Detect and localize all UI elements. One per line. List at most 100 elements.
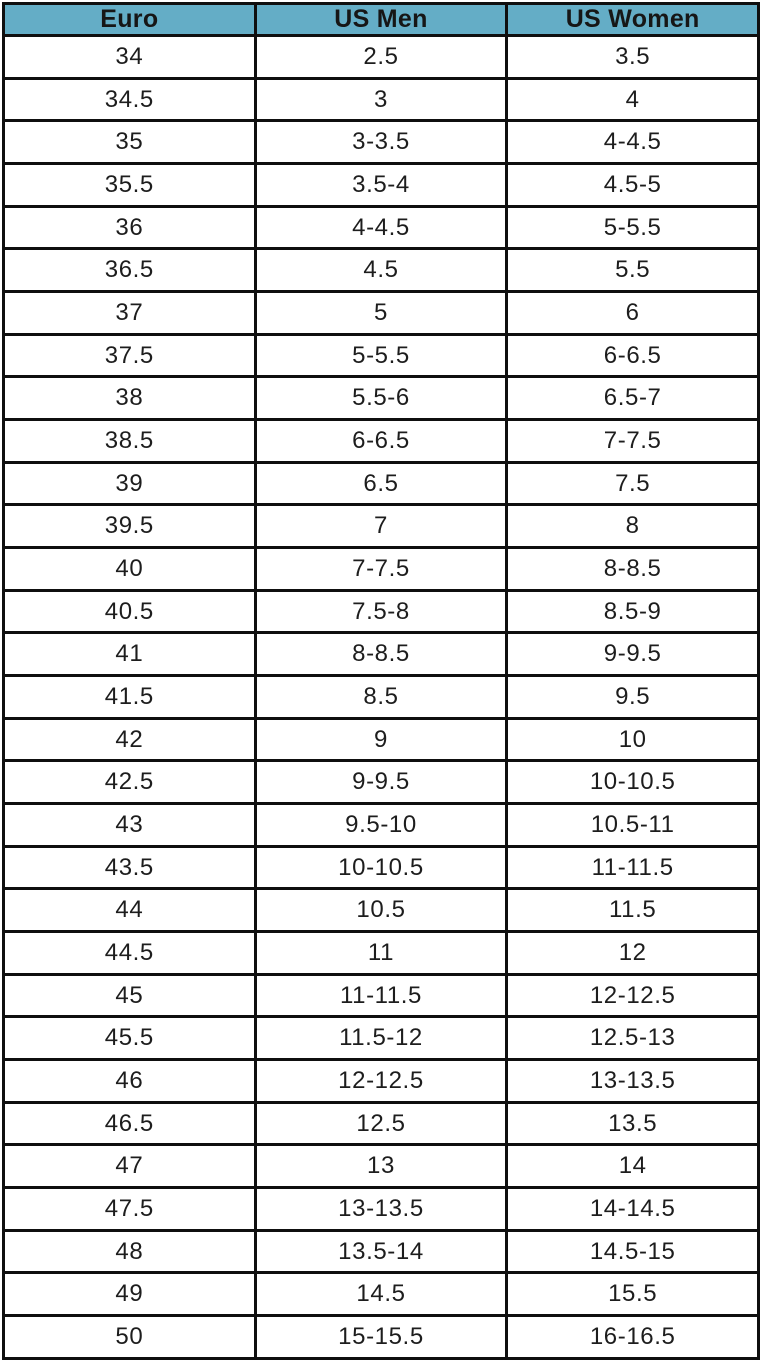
table-row: 43 9.5-10 10.5-11: [2, 802, 760, 848]
table-cell-us-women: 11-11.5: [505, 844, 760, 891]
table-cell-us-men: 5-5.5: [253, 332, 509, 379]
table-cell-us-women: 9.5: [505, 674, 760, 720]
table-row: 46.5 12.5 13.5: [2, 1100, 760, 1147]
table-cell-us-men: 14.5: [253, 1271, 509, 1318]
table-row: 46 12-12.5 13-13.5: [2, 1058, 760, 1104]
table-cell-us-men: 6.5: [253, 460, 509, 507]
column-header-us-women: US Women: [505, 2, 760, 37]
table-cell-euro: 41: [2, 631, 257, 678]
table-cell-euro: 46.5: [2, 1100, 257, 1147]
table-cell-euro: 45: [2, 972, 257, 1019]
table-cell-us-women: 14-14.5: [505, 1186, 760, 1232]
table-cell-us-women: 15.5: [505, 1271, 760, 1318]
table-row: 45 11-11.5 12-12.5: [2, 972, 760, 1019]
table-cell-us-women: 10.5-11: [505, 802, 760, 848]
table-cell-euro: 50: [2, 1314, 257, 1360]
table-cell-us-women: 9-9.5: [505, 631, 760, 678]
table-cell-us-men: 7.5-8: [253, 588, 509, 635]
table-row: 50 15-15.5 16-16.5: [2, 1314, 760, 1360]
table-cell-us-men: 5.5-6: [253, 375, 509, 422]
table-cell-us-women: 12-12.5: [505, 972, 760, 1019]
table-row: 44 10.5 11.5: [2, 887, 760, 934]
table-cell-us-women: 13-13.5: [505, 1058, 760, 1104]
table-row: 39 6.5 7.5: [2, 460, 760, 507]
table-cell-us-men: 15-15.5: [253, 1314, 509, 1360]
table-row: 47 13 14: [2, 1143, 760, 1190]
table-row: 35 3-3.5 4-4.5: [2, 119, 760, 166]
table-cell-us-men: 4-4.5: [253, 204, 509, 251]
table-cell-us-men: 5: [253, 290, 509, 336]
table-cell-us-men: 7: [253, 503, 509, 550]
table-row: 34 2.5 3.5: [2, 34, 760, 80]
table-cell-euro: 40: [2, 546, 257, 592]
table-cell-us-women: 8.5-9: [505, 588, 760, 635]
table-cell-euro: 39.5: [2, 503, 257, 550]
table-cell-us-women: 6.5-7: [505, 375, 760, 422]
table-cell-us-men: 3: [253, 76, 509, 123]
table-cell-euro: 45.5: [2, 1015, 257, 1062]
table-cell-euro: 44.5: [2, 930, 257, 976]
table-cell-us-women: 14.5-15: [505, 1228, 760, 1275]
table-cell-us-women: 6-6.5: [505, 332, 760, 379]
table-cell-us-men: 8.5: [253, 674, 509, 720]
table-row: 40.5 7.5-8 8.5-9: [2, 588, 760, 635]
table-row: 47.5 13-13.5 14-14.5: [2, 1186, 760, 1232]
table-cell-euro: 42.5: [2, 759, 257, 806]
table-cell-euro: 36: [2, 204, 257, 251]
table-cell-us-men: 2.5: [253, 34, 509, 80]
table-cell-us-men: 3.5-4: [253, 162, 509, 208]
table-cell-us-men: 3-3.5: [253, 119, 509, 166]
table-row: 42 9 10: [2, 716, 760, 763]
table-cell-us-men: 7-7.5: [253, 546, 509, 592]
table-cell-euro: 43.5: [2, 844, 257, 891]
table-row: 48 13.5-14 14.5-15: [2, 1228, 760, 1275]
table-cell-us-men: 10-10.5: [253, 844, 509, 891]
table-cell-euro: 36.5: [2, 247, 257, 294]
table-cell-euro: 47: [2, 1143, 257, 1190]
table-cell-us-women: 7-7.5: [505, 418, 760, 464]
table-cell-us-men: 11: [253, 930, 509, 976]
table-cell-us-men: 10.5: [253, 887, 509, 934]
table-cell-euro: 47.5: [2, 1186, 257, 1232]
table-cell-us-men: 6-6.5: [253, 418, 509, 464]
table-cell-euro: 46: [2, 1058, 257, 1104]
table-cell-euro: 34.5: [2, 76, 257, 123]
table-cell-euro: 39: [2, 460, 257, 507]
table-row: 41 8-8.5 9-9.5: [2, 631, 760, 678]
table-cell-us-women: 5-5.5: [505, 204, 760, 251]
table-row: 43.5 10-10.5 11-11.5: [2, 844, 760, 891]
table-cell-us-women: 8: [505, 503, 760, 550]
size-chart-body: 34 2.5 3.5 34.5 3 4 35 3-3.5 4-4.5 3 5.5 3.5-4 4.5-5…: [2, 34, 760, 1360]
table-cell-us-women: 5.5: [505, 247, 760, 294]
table-cell-euro: 34: [2, 34, 257, 80]
table-cell-us-men: 9.5-10: [253, 802, 509, 848]
table-cell-us-women: 11.5: [505, 887, 760, 934]
table-cell-us-men: 11-11.5: [253, 972, 509, 1019]
table-cell-us-men: 4.5: [253, 247, 509, 294]
table-cell-us-men: 13: [253, 1143, 509, 1190]
table-cell-us-women: 4.5-5: [505, 162, 760, 208]
table-cell-euro: 37: [2, 290, 257, 336]
table-cell-euro: 49: [2, 1271, 257, 1318]
table-cell-us-men: 9-9.5: [253, 759, 509, 806]
header-row: Euro US Men US Women: [2, 2, 760, 37]
table-row: 38 5.5-6 6.5-7: [2, 375, 760, 422]
table-row: 40 7-7.5 8-8.5: [2, 546, 760, 592]
table-cell-us-women: 3.5: [505, 34, 760, 80]
table-row: 36.5 4.5 5.5: [2, 247, 760, 294]
table-cell-us-women: 13.5: [505, 1100, 760, 1147]
table-cell-us-women: 8-8.5: [505, 546, 760, 592]
table-cell-us-women: 12: [505, 930, 760, 976]
table-cell-us-women: 4-4.5: [505, 119, 760, 166]
table-row: 37.5 5-5.5 6-6.5: [2, 332, 760, 379]
table-cell-us-men: 12-12.5: [253, 1058, 509, 1104]
table-row: 44.5 11 12: [2, 930, 760, 976]
table-row: 38.5 6-6.5 7-7.5: [2, 418, 760, 464]
table-cell-us-women: 14: [505, 1143, 760, 1190]
table-cell-us-men: 11.5-12: [253, 1015, 509, 1062]
table-row: 36 4-4.5 5-5.5: [2, 204, 760, 251]
table-row: 45.5 11.5-12 12.5-13: [2, 1015, 760, 1062]
table-cell-euro: 43: [2, 802, 257, 848]
